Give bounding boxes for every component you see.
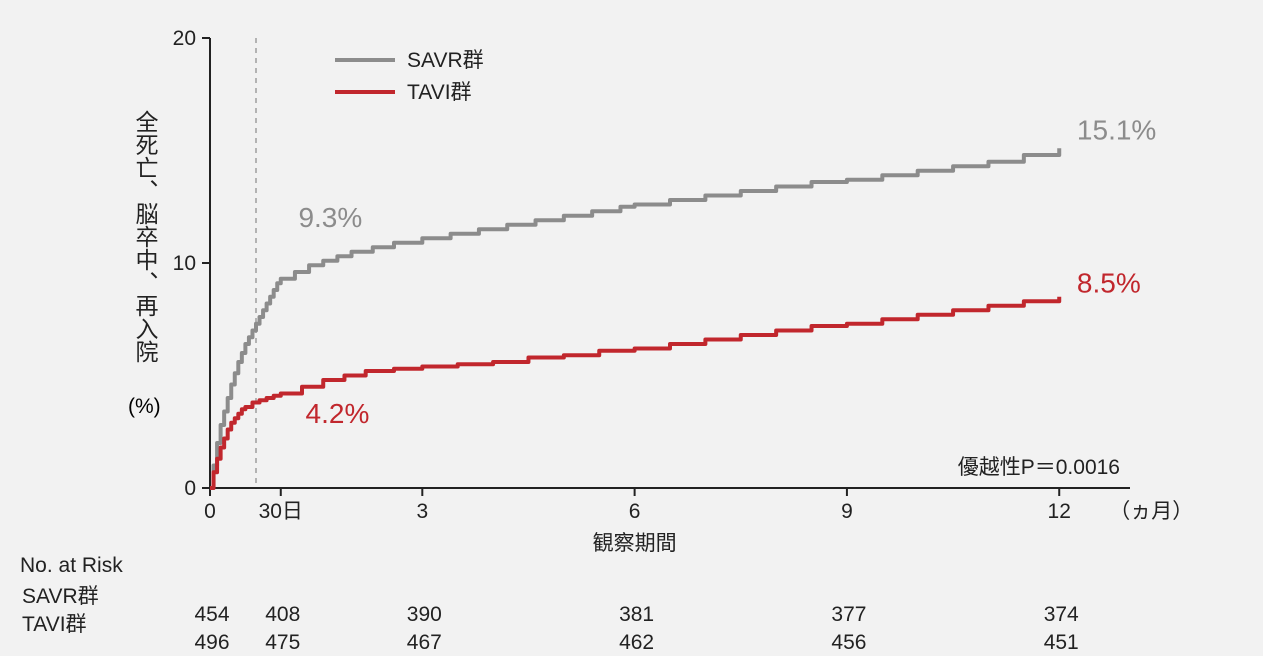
x-tick-label: 12: [1048, 500, 1071, 523]
x-tick-label: 6: [629, 500, 641, 523]
x-tick-label: 30日: [259, 500, 303, 523]
series-tavi: [210, 297, 1059, 488]
series-savr: [210, 148, 1059, 488]
risk-cell: 451: [1041, 631, 1081, 655]
risk-row-label: SAVR群: [20, 580, 132, 610]
annotation: 4.2%: [306, 398, 370, 429]
risk-row-label: TAVI群: [20, 608, 132, 638]
annotation: 15.1%: [1077, 114, 1156, 145]
chart-container: 0 10 20 0 30日 3 6 9 12 観察期間 （ヵ月） 9.3% 15.1% 4.2% 8.5% 優…: [0, 0, 1263, 560]
annotation: 8.5%: [1077, 267, 1141, 298]
risk-cell: 467: [404, 631, 444, 655]
y-tick-label: 10: [173, 252, 196, 275]
risk-cell: 456: [829, 631, 869, 655]
risk-cell: 475: [263, 631, 303, 655]
risk-cell: 377: [829, 603, 869, 627]
x-axis-unit: （ヵ月）: [1109, 500, 1193, 523]
p-value: 優越性P＝0.0016: [958, 456, 1120, 479]
y-axis-title: 全死亡、脳卒中、再入院: [128, 110, 162, 363]
risk-table: No. at Risk SAVR群454408390381377374TAVI群…: [20, 554, 132, 636]
risk-cell: 390: [404, 603, 444, 627]
legend-label: TAVI群: [407, 81, 472, 104]
y-tick-label: 0: [184, 477, 196, 500]
x-tick-label: 0: [204, 500, 216, 523]
km-chart-svg: 0 10 20 0 30日 3 6 9 12 観察期間 （ヵ月） 9.3% 15.1% 4.2% 8.5% 優…: [0, 0, 1263, 560]
risk-cell: 381: [617, 603, 657, 627]
risk-cell: 454: [192, 603, 232, 627]
risk-cell: 496: [192, 631, 232, 655]
risk-table-title: No. at Risk: [20, 554, 132, 578]
risk-cell: 374: [1041, 603, 1081, 627]
y-axis-unit: (%): [128, 395, 161, 419]
x-tick-label: 3: [416, 500, 428, 523]
legend-label: SAVR群: [407, 49, 484, 72]
y-tick-label: 20: [173, 27, 196, 50]
x-axis-title: 観察期間: [593, 532, 677, 555]
annotation: 9.3%: [298, 202, 362, 233]
risk-row: SAVR群454408390381377374: [20, 580, 132, 608]
risk-row: TAVI群496475467462456451: [20, 608, 132, 636]
risk-cell: 462: [617, 631, 657, 655]
x-tick-label: 9: [841, 500, 853, 523]
risk-cell: 408: [263, 603, 303, 627]
